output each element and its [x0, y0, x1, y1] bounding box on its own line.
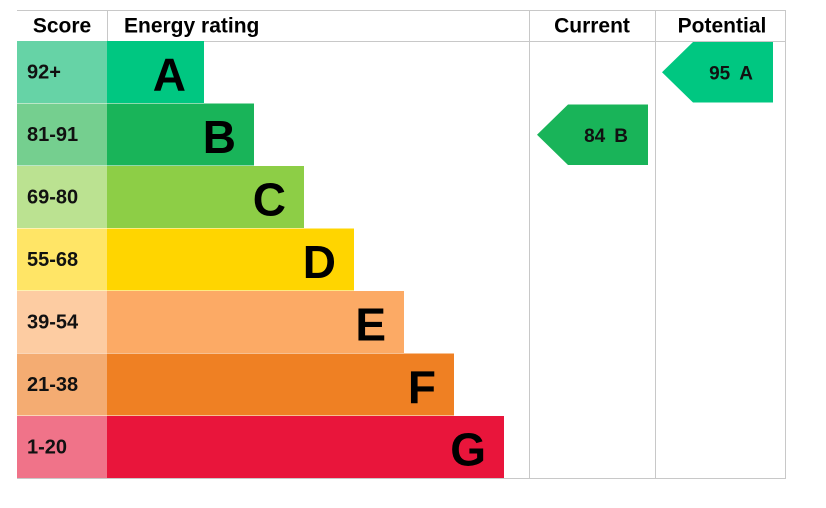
current-value: 84: [584, 125, 606, 146]
rating-letter: F: [408, 361, 436, 413]
score-cell: [17, 41, 107, 103]
score-cell: [17, 103, 107, 166]
rating-bar: [107, 41, 204, 103]
score-cell: [17, 353, 107, 416]
score-cell: [17, 416, 107, 478]
score-label: 21-38: [27, 374, 78, 396]
score-label: 1-20: [27, 436, 67, 458]
potential-letter: A: [739, 63, 753, 84]
rating-letter: A: [153, 48, 186, 100]
potential-arrow: [662, 42, 773, 103]
score-label: 81-91: [27, 124, 78, 146]
header-rating: Energy rating: [124, 15, 259, 38]
score-label: 39-54: [27, 311, 79, 333]
rating-bar: [107, 353, 454, 416]
rating-letter: G: [450, 423, 486, 475]
potential-label: 95 A: [709, 63, 753, 84]
score-label: 69-80: [27, 186, 78, 208]
rating-bar: [107, 416, 504, 478]
rating-letter: B: [203, 111, 236, 163]
score-cell: [17, 166, 107, 228]
header-potential: Potential: [678, 15, 767, 38]
rating-letter: C: [253, 173, 286, 225]
score-label: 92+: [27, 61, 61, 83]
score-cell: [17, 291, 107, 353]
current-arrow: [537, 104, 648, 165]
score-cell: [17, 228, 107, 291]
rating-letter: E: [355, 298, 386, 350]
rating-bar: [107, 291, 404, 353]
rating-bar: [107, 103, 254, 166]
current-letter: B: [614, 125, 628, 146]
rating-bar: [107, 228, 354, 291]
score-label: 55-68: [27, 249, 78, 271]
current-label: 84 B: [584, 125, 628, 146]
rating-bar: [107, 166, 304, 228]
rating-letter: D: [303, 236, 336, 288]
header-current: Current: [554, 15, 630, 38]
header-score: Score: [33, 15, 91, 38]
potential-value: 95: [709, 63, 731, 84]
